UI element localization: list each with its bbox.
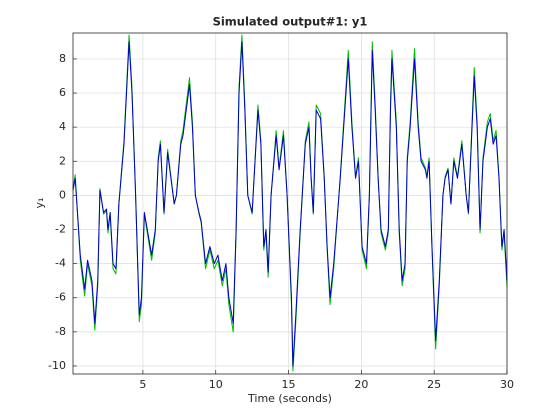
- y-tick-label: 0: [59, 188, 66, 201]
- y-tick-label: -8: [55, 325, 66, 338]
- y-axis-label: y₁: [33, 198, 46, 209]
- x-tick-label: 15: [282, 378, 296, 391]
- y-tick-label: 4: [59, 120, 66, 133]
- chart-title: Simulated output#1: y1: [213, 15, 368, 29]
- y-tick-label: 2: [59, 154, 66, 167]
- y-tick-label: -2: [55, 223, 66, 236]
- x-tick-label: 30: [500, 378, 514, 391]
- y-tick-label: -6: [55, 291, 66, 304]
- line-series: [72, 41, 508, 367]
- x-axis-label: Time (seconds): [247, 392, 332, 405]
- x-tick-label: 25: [427, 378, 441, 391]
- plot-frame: [72, 32, 508, 375]
- y-tick-label: -10: [48, 359, 66, 372]
- x-tick-label: 5: [139, 378, 146, 391]
- y-tick-label: -4: [55, 257, 66, 270]
- x-tick-label: 20: [354, 378, 368, 391]
- y-tick-label: 8: [59, 52, 66, 65]
- x-tick-label: 10: [209, 378, 223, 391]
- y-tick-label: 6: [59, 86, 66, 99]
